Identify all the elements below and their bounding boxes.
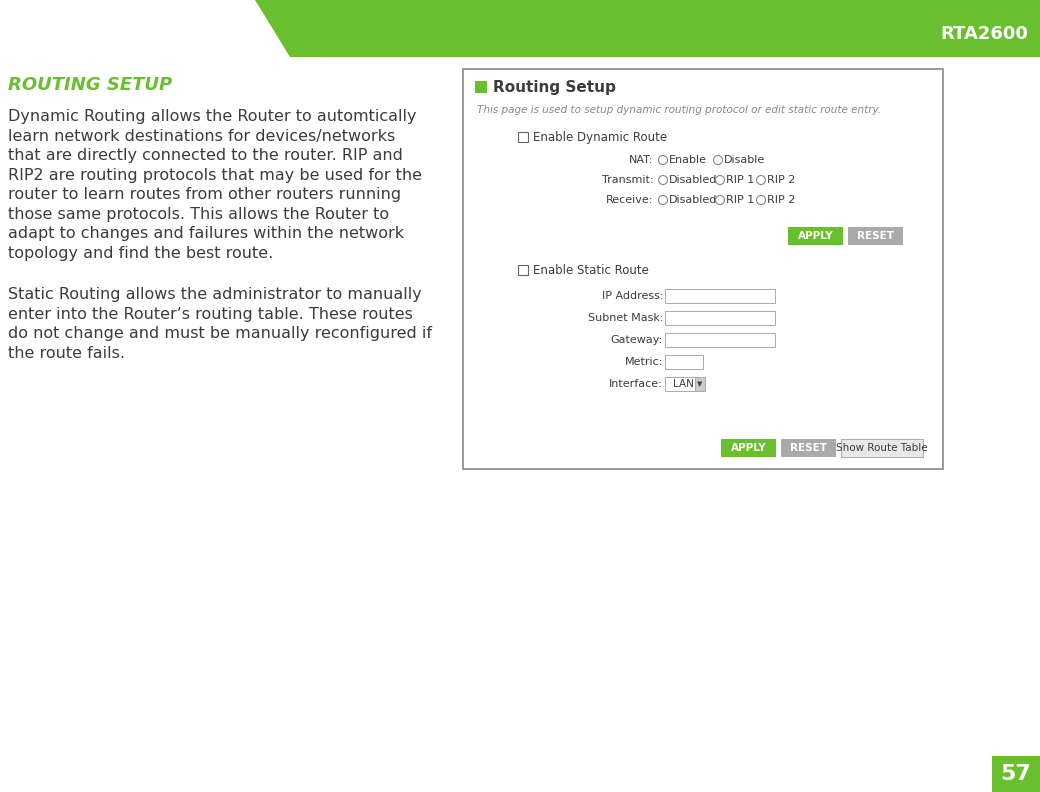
FancyBboxPatch shape [695,377,705,391]
Text: that are directly connected to the router. RIP and: that are directly connected to the route… [8,148,402,163]
Bar [0,0,1040,57]
FancyBboxPatch shape [665,289,775,303]
Text: USER'S GUIDE: USER'S GUIDE [18,21,248,48]
Circle shape [756,196,765,204]
Text: Static Routing allows the administrator to manually: Static Routing allows the administrator … [8,287,422,302]
Text: ROUTING SETUP: ROUTING SETUP [8,76,173,94]
FancyBboxPatch shape [665,355,703,369]
Bar [475,81,487,93]
Text: ▼: ▼ [697,381,703,387]
Text: Disable: Disable [724,155,765,165]
Circle shape [716,176,725,185]
Text: 57: 57 [1000,764,1032,784]
Text: Receive:: Receive: [605,195,653,205]
Text: the route fails.: the route fails. [8,345,125,360]
FancyBboxPatch shape [788,227,843,245]
Circle shape [716,196,725,204]
Text: APPLY: APPLY [798,231,833,241]
Text: RIP 1: RIP 1 [726,195,754,205]
Text: RTA2600: RTA2600 [940,25,1028,44]
Text: Disabled: Disabled [669,175,718,185]
Text: APPLY: APPLY [731,443,766,453]
Text: those same protocols. This allows the Router to: those same protocols. This allows the Ro… [8,207,389,222]
Circle shape [756,176,765,185]
Text: RIP 1: RIP 1 [726,175,754,185]
Text: Metric:: Metric: [625,357,664,367]
Text: RIP 2: RIP 2 [768,195,796,205]
Circle shape [713,155,723,165]
Polygon shape [0,0,290,57]
FancyBboxPatch shape [665,333,775,347]
Circle shape [658,176,668,185]
Text: RESET: RESET [857,231,894,241]
Circle shape [658,196,668,204]
Text: This page is used to setup dynamic routing protocol or edit static route entry.: This page is used to setup dynamic routi… [477,105,881,115]
Text: Interface:: Interface: [609,379,664,389]
FancyBboxPatch shape [848,227,903,245]
Text: RIP 2: RIP 2 [768,175,796,185]
Text: Disabled: Disabled [669,195,718,205]
Text: LAN: LAN [673,379,694,389]
Text: Subnet Mask:: Subnet Mask: [588,313,664,323]
Text: Enable: Enable [669,155,707,165]
Text: topology and find the best route.: topology and find the best route. [8,246,274,261]
Text: enter into the Router’s routing table. These routes: enter into the Router’s routing table. T… [8,307,413,322]
FancyBboxPatch shape [665,377,695,391]
Text: Enable Dynamic Route: Enable Dynamic Route [534,131,667,143]
Bar [518,132,528,142]
Bar [518,265,528,275]
Bar [992,756,1040,792]
FancyBboxPatch shape [721,439,776,457]
Text: Transmit:: Transmit: [601,175,653,185]
Text: IP Address:: IP Address: [601,291,664,301]
Text: RIP2 are routing protocols that may be used for the: RIP2 are routing protocols that may be u… [8,168,422,182]
Circle shape [658,155,668,165]
Text: learn network destinations for devices/networks: learn network destinations for devices/n… [8,128,395,143]
Text: Routing Setup: Routing Setup [493,79,616,94]
Text: Gateway:: Gateway: [610,335,664,345]
FancyBboxPatch shape [665,311,775,325]
Text: NAT:: NAT: [629,155,653,165]
Text: Show Route Table: Show Route Table [836,443,928,453]
Text: router to learn routes from other routers running: router to learn routes from other router… [8,187,401,202]
FancyBboxPatch shape [841,439,924,457]
Text: RESET: RESET [790,443,827,453]
Text: do not change and must be manually reconfigured if: do not change and must be manually recon… [8,326,432,341]
Text: Dynamic Routing allows the Router to automtically: Dynamic Routing allows the Router to aut… [8,109,416,124]
FancyBboxPatch shape [781,439,836,457]
FancyBboxPatch shape [463,69,943,469]
Text: Enable Static Route: Enable Static Route [534,264,649,276]
Text: adapt to changes and failures within the network: adapt to changes and failures within the… [8,226,405,241]
